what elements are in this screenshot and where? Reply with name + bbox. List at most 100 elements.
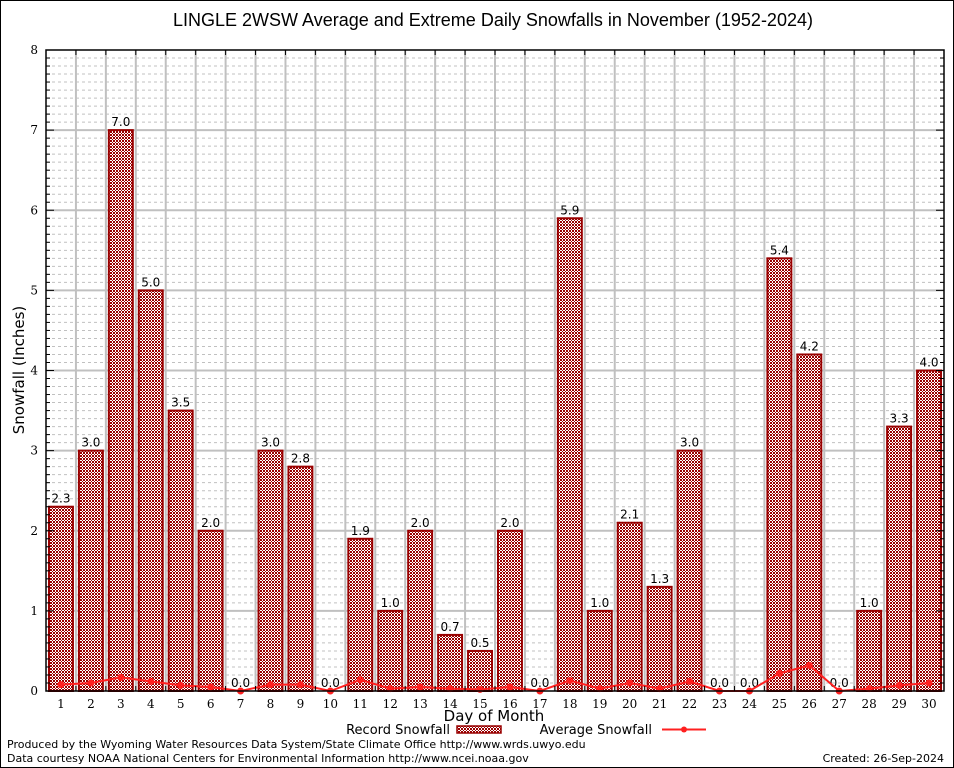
x-tick-label: 18	[562, 697, 577, 711]
bar-value-label: 7.0	[111, 115, 130, 129]
bar-value-label: 5.9	[560, 203, 579, 217]
average-point	[207, 683, 215, 691]
average-point	[87, 679, 95, 687]
x-tick-label: 9	[297, 697, 305, 711]
bar-value-label: 2.3	[51, 492, 70, 506]
record-bar	[77, 449, 104, 692]
bar-value-label: 3.0	[680, 436, 699, 450]
bar-value-label: 2.0	[500, 516, 519, 530]
y-tick-label: 3	[30, 444, 38, 458]
x-tick-label: 30	[921, 697, 936, 711]
bar-value-label: 3.3	[890, 412, 909, 426]
x-tick-label: 10	[323, 697, 338, 711]
record-bar	[796, 353, 823, 692]
record-bar	[257, 449, 284, 692]
bars	[47, 129, 943, 693]
footer-data-courtesy: Data courtesy NOAA National Centers for …	[7, 752, 529, 765]
x-tick-label: 3	[117, 697, 125, 711]
record-bar	[137, 289, 164, 692]
record-bar	[197, 529, 224, 692]
x-tick-label: 26	[802, 697, 817, 711]
x-tick-label: 29	[891, 697, 906, 711]
bar-value-label: 2.0	[201, 516, 220, 530]
x-tick-label: 8	[267, 697, 275, 711]
average-point	[416, 683, 424, 691]
x-tick-label: 17	[532, 697, 547, 711]
x-tick-label: 7	[237, 697, 245, 711]
x-tick-label: 27	[832, 697, 847, 711]
bar-value-label: 0.0	[530, 676, 549, 690]
bar-value-label: 4.0	[919, 356, 938, 370]
bar-value-label: 3.0	[261, 436, 280, 450]
record-bar	[347, 537, 374, 693]
bar-value-label: 1.3	[650, 572, 669, 586]
average-point	[686, 677, 694, 685]
bar-value-label: 0.0	[321, 676, 340, 690]
x-tick-label: 4	[147, 697, 155, 711]
bar-value-label: 2.1	[620, 508, 639, 522]
y-axis-label: Snowfall (Inches)	[10, 306, 28, 434]
bar-value-label: 0.7	[441, 620, 460, 634]
record-bar	[47, 505, 74, 692]
average-point	[117, 673, 125, 681]
legend: Record Snowfall Average Snowfall	[346, 723, 706, 738]
average-point	[775, 669, 783, 677]
footer-produced-by: Produced by the Wyoming Water Resources …	[7, 738, 586, 751]
legend-average-marker	[681, 726, 687, 733]
y-tick-label: 5	[30, 283, 38, 297]
record-bar	[586, 609, 613, 692]
x-tick-label: 21	[652, 697, 667, 711]
x-tick-label: 2	[87, 697, 95, 711]
x-tick-label: 11	[353, 697, 368, 711]
bar-value-label: 0.5	[470, 636, 489, 650]
record-bar	[287, 465, 314, 692]
x-tick-label: 5	[177, 697, 185, 711]
y-tick-label: 6	[30, 203, 38, 217]
average-point	[267, 681, 274, 689]
bar-value-label: 4.2	[800, 339, 819, 353]
y-tick-label: 7	[30, 123, 38, 137]
y-tick-label: 1	[30, 604, 38, 618]
record-bar	[886, 425, 913, 692]
y-tick-label: 4	[30, 364, 38, 378]
bar-value-label: 2.8	[291, 452, 310, 466]
y-tick-label: 0	[30, 684, 38, 698]
record-bar	[437, 633, 464, 692]
bar-value-label: 5.4	[770, 243, 789, 257]
x-tick-label: 20	[622, 697, 637, 711]
x-axis-label: Day of Month	[444, 707, 545, 725]
average-point	[296, 681, 304, 689]
x-tick-label: 28	[862, 697, 877, 711]
grid	[46, 50, 944, 691]
average-point	[147, 677, 155, 685]
x-tick-label: 23	[712, 697, 727, 711]
bar-value-label: 0.0	[710, 676, 729, 690]
record-bar	[496, 529, 523, 692]
chart-title: LINGLE 2WSW Average and Extreme Daily Sn…	[173, 10, 813, 30]
y-tick-labels: 0 1 2 3 4 5 6 7 8	[30, 43, 38, 698]
average-point	[895, 681, 903, 689]
x-tick-label: 12	[383, 697, 398, 711]
y-tick-label: 8	[30, 43, 38, 57]
bar-value-label: 0.0	[231, 676, 250, 690]
record-bar	[167, 409, 194, 692]
x-tick-label: 15	[472, 697, 487, 711]
footer-created: Created: 26-Sep-2024	[823, 752, 944, 765]
average-point	[626, 679, 634, 687]
bar-value-label: 5.0	[141, 275, 160, 289]
record-bar	[407, 529, 434, 692]
legend-record-swatch	[456, 725, 502, 734]
average-point	[506, 683, 514, 691]
x-tick-label: 22	[682, 697, 697, 711]
record-bar	[856, 609, 883, 692]
x-tick-label: 14	[442, 697, 458, 711]
record-bar	[646, 585, 673, 693]
bar-value-label: 2.0	[411, 516, 430, 530]
y-tick-label: 2	[30, 524, 38, 538]
record-bar	[676, 449, 703, 692]
x-tick-label: 13	[413, 697, 428, 711]
bar-value-label: 1.0	[381, 596, 400, 610]
bar-value-label: 3.5	[171, 396, 190, 410]
x-tick-label: 16	[502, 697, 517, 711]
